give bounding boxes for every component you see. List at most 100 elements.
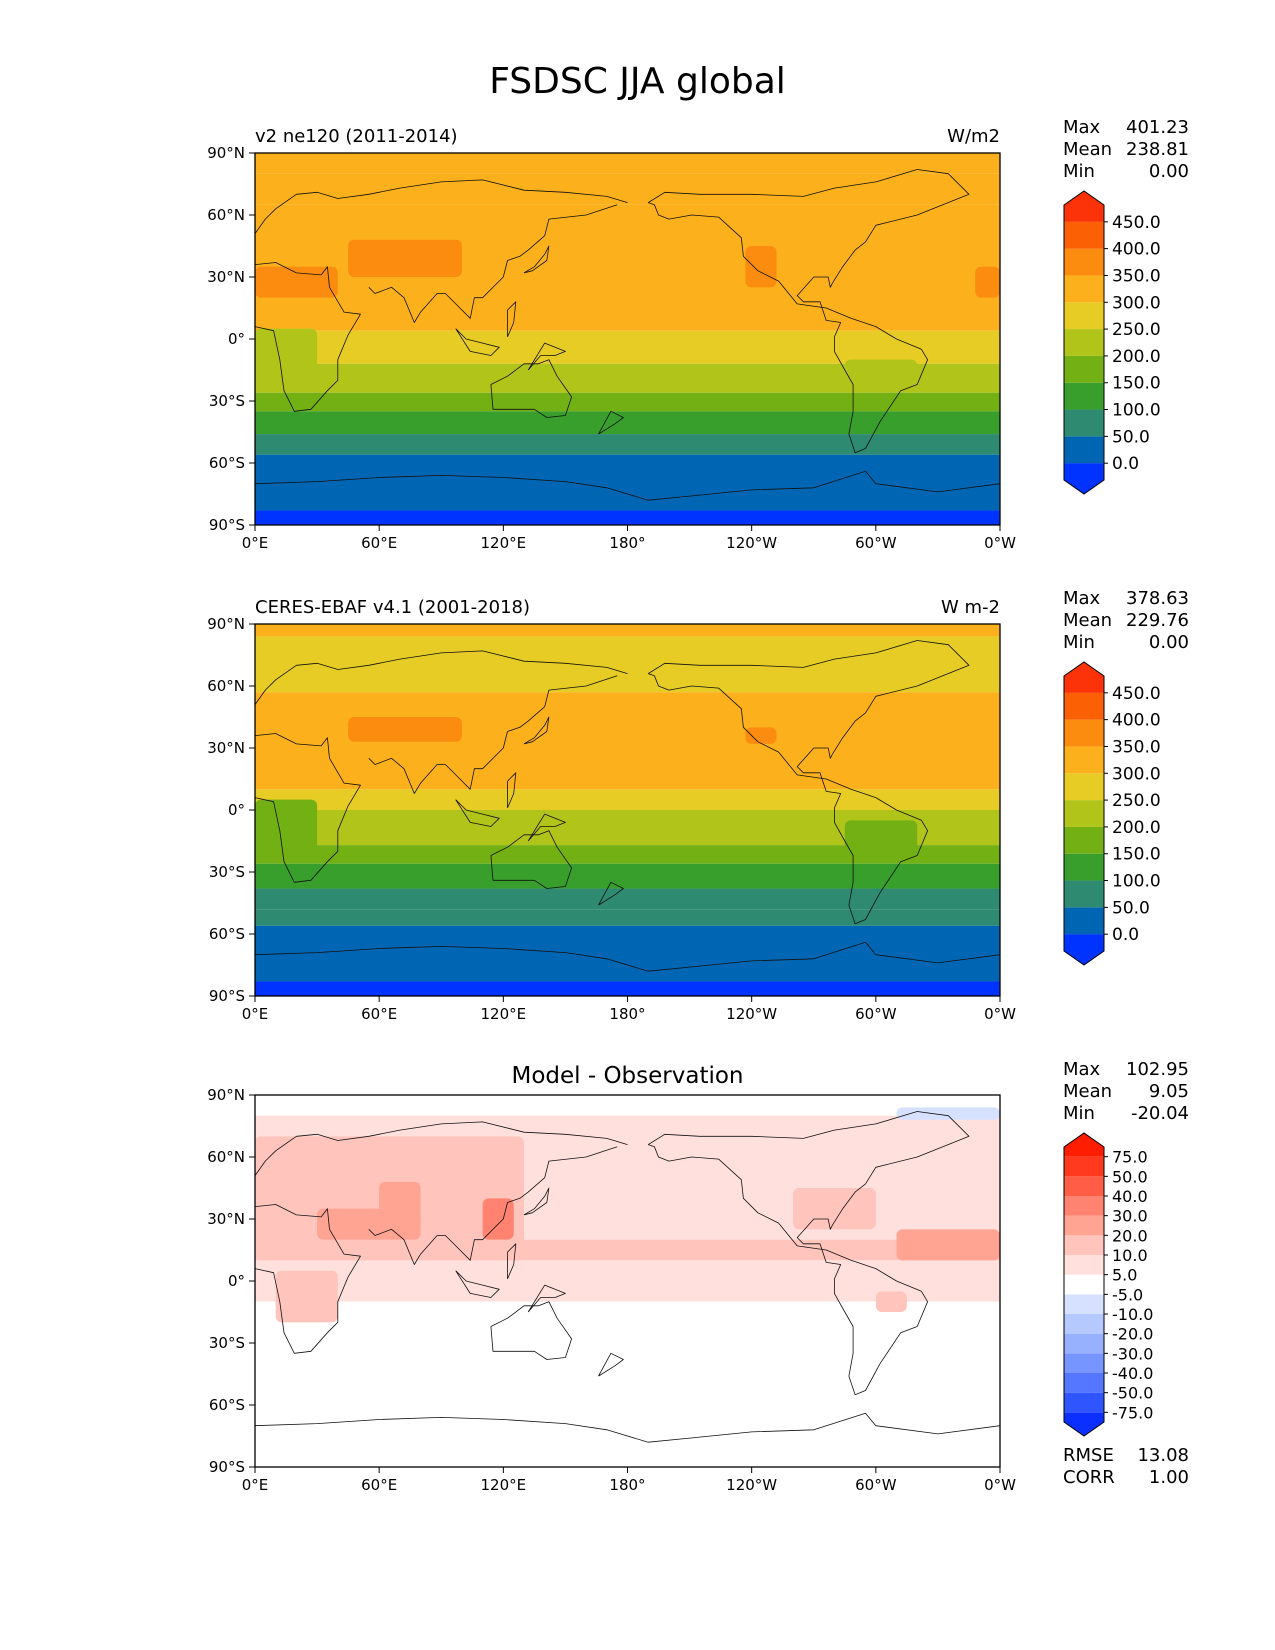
coastline-6: [254, 1412, 1001, 1443]
field-band-8: [255, 434, 1000, 455]
coastline-10: [455, 1270, 500, 1298]
colorbar-outline: [1063, 1132, 1105, 1437]
coastline-7: [527, 342, 566, 371]
coastline-9: [523, 716, 550, 745]
colorbar-extend-min: [1064, 463, 1104, 494]
colorbar: -75.0-50.0-40.0-30.0-20.0-10.0-5.05.010.…: [1063, 1132, 1153, 1437]
colorbar-swatch: [1064, 692, 1104, 720]
field-patch-5: [255, 328, 318, 391]
x-tick-label: 180°: [609, 1005, 645, 1023]
y-tick-label: 0°: [228, 330, 245, 348]
field-patch-4: [844, 820, 918, 862]
x-tick-label: 60°W: [855, 534, 897, 552]
coastline-11: [598, 1352, 624, 1377]
colorbar-tick-label: 400.0: [1112, 240, 1161, 260]
stat-label: Mean: [1063, 1081, 1112, 1102]
field-band-1: [255, 153, 1000, 174]
colorbar-tick-label: 300.0: [1112, 293, 1161, 313]
map-panel-1: 0°E 60°E 120°E 180° 120°W 60°W 0°W 90°N 60°N 30°N…: [207, 117, 1189, 552]
coastline-5: [647, 169, 970, 454]
colorbar-tick-label: -5.0: [1112, 1285, 1143, 1304]
field-patch-6: [844, 359, 918, 391]
coastline-2: [254, 1204, 361, 1354]
metric-label: CORR: [1063, 1467, 1115, 1488]
map-panel-2: 0°E 60°E 120°E 180° 120°W 60°W 0°W 90°N 60°N 30°N…: [207, 588, 1189, 1023]
colorbar-swatch: [1064, 248, 1104, 276]
field-band-4: [255, 330, 1000, 364]
colorbar-swatch: [1064, 1373, 1104, 1393]
stat-value: 102.95: [1126, 1059, 1189, 1080]
field-patch-6: [896, 1229, 1000, 1261]
colorbar-tick-label: 250.0: [1112, 791, 1161, 811]
x-tick-label: 0°W: [984, 534, 1016, 552]
stat-value: 401.23: [1126, 117, 1189, 138]
coastline-9: [523, 1187, 550, 1216]
field-patch-3: [379, 1181, 421, 1230]
coastline-4: [490, 1301, 572, 1360]
colorbar-swatch: [1064, 907, 1104, 935]
panel-units: W/m2: [947, 126, 1000, 147]
field-band-4: [255, 1260, 1000, 1302]
coastline-2: [254, 262, 361, 412]
field-patch-1: [348, 717, 462, 742]
stat-value: 378.63: [1126, 588, 1189, 609]
y-tick-label: 0°: [228, 1272, 245, 1290]
colorbar-swatch: [1064, 746, 1104, 774]
colorbar-tick-label: 350.0: [1112, 266, 1161, 286]
colorbar-tick-label: 100.0: [1112, 872, 1161, 892]
y-tick-label: 90°N: [207, 615, 245, 633]
field-band-7: [255, 863, 1000, 889]
y-tick-label: 60°N: [207, 1148, 245, 1166]
colorbar-swatch: [1064, 329, 1104, 356]
colorbar-tick-label: -30.0: [1112, 1344, 1153, 1363]
x-tick-label: 180°: [609, 534, 645, 552]
colorbar-tick-label: 450.0: [1112, 684, 1161, 704]
colorbar-swatch: [1064, 382, 1104, 410]
figure-title: FSDSC JJA global: [489, 61, 786, 102]
y-tick-label: 90°N: [207, 1086, 245, 1104]
field-band-8: [255, 888, 1000, 910]
y-tick-label: 30°N: [207, 268, 245, 286]
metric-value: 13.08: [1137, 1445, 1189, 1466]
metric-value: 1.00: [1149, 1467, 1189, 1488]
y-tick-label: 60°S: [209, 1396, 245, 1414]
field-band-2: [255, 173, 1000, 205]
field-patch-4: [482, 1198, 514, 1240]
colorbar-swatch: [1064, 409, 1104, 437]
stat-label: Mean: [1063, 139, 1112, 160]
colorbar-tick-label: -50.0: [1112, 1384, 1153, 1403]
stat-label: Min: [1063, 632, 1095, 653]
colorbar-tick-label: 50.0: [1112, 1167, 1148, 1186]
field-patch-1: [255, 266, 338, 298]
y-tick-label: 30°S: [209, 863, 245, 881]
colorbar-swatch: [1064, 1176, 1104, 1196]
field-patch-5: [793, 1188, 876, 1230]
field-band-6: [255, 845, 1000, 864]
colorbar-tick-label: 40.0: [1112, 1187, 1148, 1206]
colorbar-swatch: [1064, 800, 1104, 827]
colorbar-swatch: [1064, 853, 1104, 881]
x-tick-label: 120°W: [726, 534, 777, 552]
colorbar-swatch: [1064, 1333, 1104, 1354]
colorbar-tick-label: 150.0: [1112, 845, 1161, 865]
colorbar-swatch: [1064, 1156, 1104, 1177]
x-tick-label: 120°E: [481, 1005, 527, 1023]
stat-value: -20.04: [1131, 1103, 1189, 1124]
x-tick-label: 0°E: [242, 534, 269, 552]
y-tick-label: 0°: [228, 801, 245, 819]
field-band-6: [255, 392, 1000, 412]
y-tick-label: 30°S: [209, 392, 245, 410]
y-tick-label: 30°N: [207, 1210, 245, 1228]
coastline-1: [254, 650, 628, 705]
y-tick-label: 30°S: [209, 1334, 245, 1352]
coastline-11: [598, 881, 624, 906]
field-band-1: [255, 1095, 1000, 1116]
y-tick-label: 60°N: [207, 206, 245, 224]
coastline-3: [368, 675, 618, 794]
colorbar-tick-label: 400.0: [1112, 711, 1161, 731]
colorbar-outline: [1063, 661, 1105, 966]
metric-label: RMSE: [1063, 1445, 1114, 1466]
colorbar-swatch: [1064, 302, 1104, 330]
colorbar-tick-label: 10.0: [1112, 1246, 1148, 1265]
colorbar-tick-label: -75.0: [1112, 1403, 1153, 1422]
